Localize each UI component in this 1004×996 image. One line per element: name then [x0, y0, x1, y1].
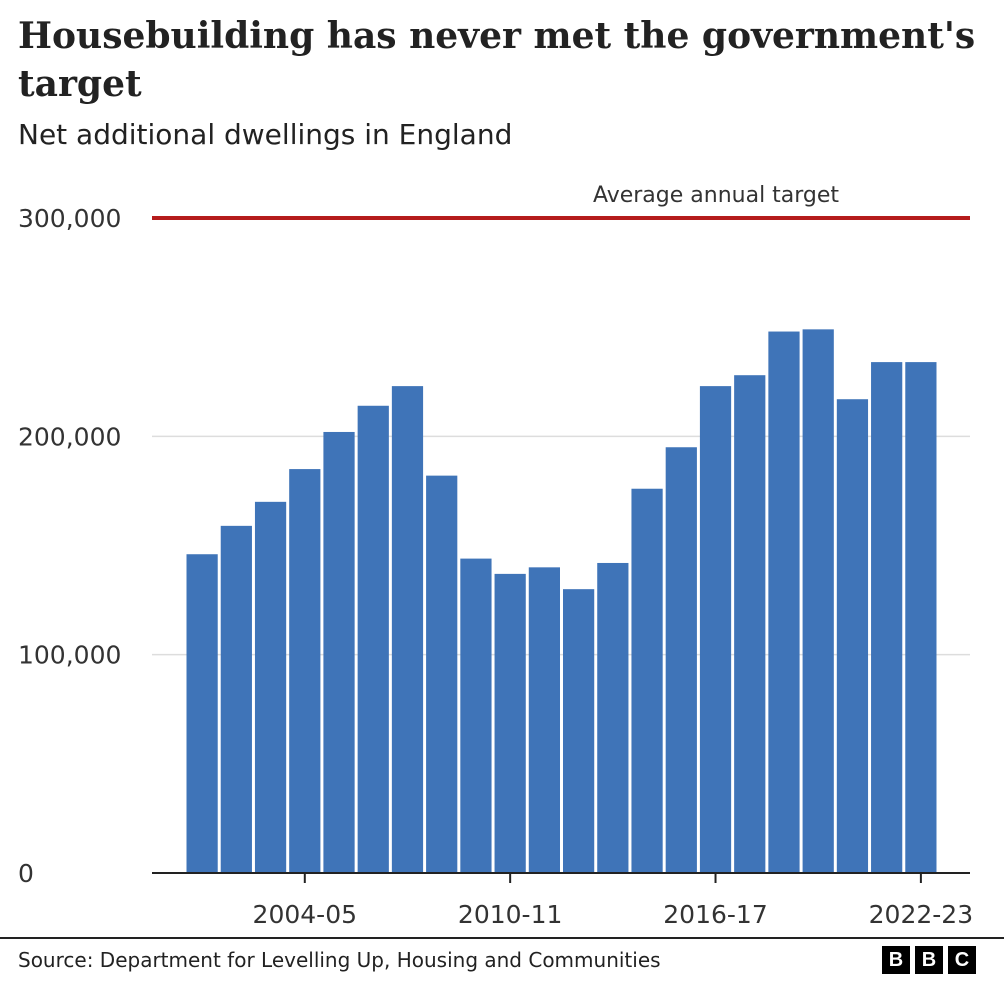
y-axis-labels: 0 100,000 200,000 300,000	[18, 204, 121, 888]
bar-2016-17	[699, 386, 732, 873]
bar-2007-08	[391, 386, 424, 873]
bar-2008-09	[426, 475, 458, 873]
bar-2019-20	[802, 329, 834, 874]
bar-2005-06	[323, 431, 355, 873]
source-note: Source: Department for Levelling Up, Hou…	[18, 948, 661, 972]
bar-2009-10	[460, 558, 492, 873]
x-tick-label: 2016-17	[663, 900, 767, 929]
bar-2017-18	[734, 375, 766, 873]
bars	[186, 329, 937, 874]
bar-2018-19	[768, 331, 800, 873]
y-tick-label: 0	[18, 859, 34, 888]
chart-subtitle: Net additional dwellings in England	[18, 118, 513, 151]
bbc-logo: B B C	[882, 946, 976, 974]
bar-2021-22	[871, 362, 903, 873]
y-tick-label: 100,000	[18, 641, 121, 670]
bar-2013-14	[597, 562, 629, 873]
target-line-group: Average annual target	[152, 183, 970, 220]
x-tick-label: 2022-23	[869, 900, 973, 929]
x-tick-label: 2010-11	[458, 900, 562, 929]
x-axis: 2004-05 2010-11 2016-17 2022-23	[152, 872, 973, 929]
chart-title: Housebuilding has never met the governme…	[18, 15, 976, 105]
bar-2015-16	[665, 447, 697, 873]
bar-2010-11	[494, 573, 526, 873]
bar-2020-21	[836, 399, 869, 873]
bar-2002-03	[220, 525, 252, 873]
bar-2011-12	[528, 567, 560, 873]
x-tick-label: 2004-05	[253, 900, 357, 929]
bar-2006-07	[357, 405, 389, 873]
bar-2022-23	[905, 362, 937, 873]
bar-2012-13	[563, 589, 595, 873]
bar-chart: 0 100,000 200,000 300,000 2004-05 2010-11 201…	[18, 183, 973, 929]
y-tick-label: 200,000	[18, 422, 121, 451]
bbc-logo-letter: C	[948, 946, 976, 974]
footer-divider	[0, 937, 1004, 939]
bar-2014-15	[631, 488, 663, 873]
target-line-label: Average annual target	[593, 183, 839, 208]
bar-2003-04	[254, 501, 287, 873]
bar-2004-05	[289, 469, 321, 873]
bbc-logo-letter: B	[882, 946, 910, 974]
y-tick-label: 300,000	[18, 204, 121, 233]
bbc-logo-letter: B	[915, 946, 943, 974]
bar-2001-02	[186, 554, 218, 873]
